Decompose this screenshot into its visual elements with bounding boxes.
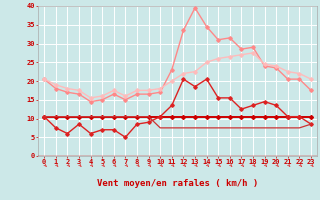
X-axis label: Vent moyen/en rafales ( km/h ): Vent moyen/en rafales ( km/h ) [97,179,258,188]
